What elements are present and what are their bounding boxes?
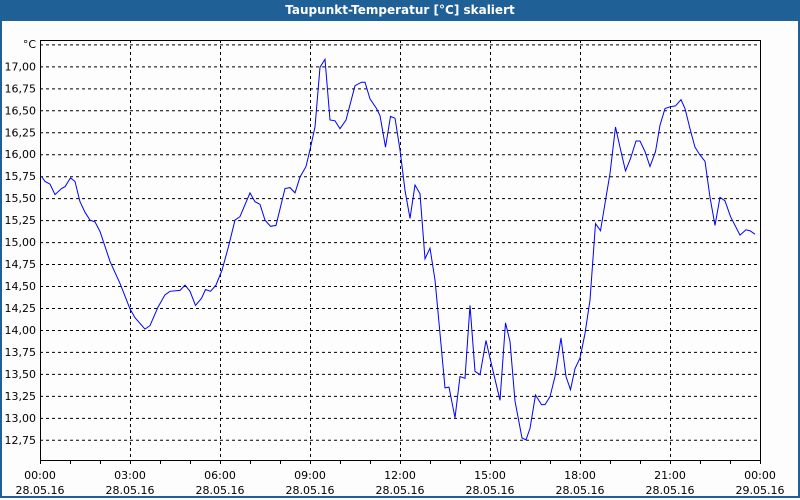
y-tick-label: 16,50 <box>5 104 37 117</box>
y-tick-label: 14,75 <box>5 258 37 271</box>
y-tick-label: 16,75 <box>5 82 37 95</box>
x-tick-date: 29.05.16 <box>736 484 785 497</box>
series-layer <box>41 57 756 441</box>
y-tick-labels: 12,75 13,00 13,25 13,50 13,75 14,00 14,25 14,50… <box>5 60 37 446</box>
y-tick-label: 14,25 <box>5 302 37 315</box>
series-line <box>41 57 756 441</box>
x-tick-time: 00:00 <box>744 469 776 482</box>
x-tick-labels: 00:00 28.05.16 03:00 28.05.16 06:00 28.05.16 0… <box>16 469 785 497</box>
axes <box>40 40 761 464</box>
x-tick-date: 28.05.16 <box>466 484 515 497</box>
x-tick-date: 28.05.16 <box>196 484 245 497</box>
y-tick-label: 13,50 <box>5 368 37 381</box>
y-tick-label: 14,50 <box>5 280 37 293</box>
y-tick-label: 16,25 <box>5 126 37 139</box>
y-tick-label: 15,75 <box>5 170 37 183</box>
x-tick-time: 12:00 <box>384 469 416 482</box>
x-tick-time: 03:00 <box>114 469 146 482</box>
y-axis-unit-label: °C <box>23 38 37 51</box>
y-tick-label: 15,50 <box>5 192 37 205</box>
y-tick-label: 15,25 <box>5 214 37 227</box>
grid <box>40 40 760 460</box>
x-tick-time: 21:00 <box>654 469 686 482</box>
x-tick-date: 28.05.16 <box>376 484 425 497</box>
x-tick-date: 28.05.16 <box>646 484 695 497</box>
y-tick-label: 14,00 <box>5 324 37 337</box>
x-tick-time: 18:00 <box>564 469 596 482</box>
y-tick-label: 13,75 <box>5 346 37 359</box>
y-tick-label: 16,00 <box>5 148 37 161</box>
x-tick-date: 28.05.16 <box>16 484 65 497</box>
x-tick-time: 09:00 <box>294 469 326 482</box>
y-tick-label: 12,75 <box>5 434 37 447</box>
y-tick-label: 13,25 <box>5 390 37 403</box>
x-tick-time: 15:00 <box>474 469 506 482</box>
y-tick-label: 17,00 <box>5 60 37 73</box>
y-tick-label: 13,00 <box>5 412 37 425</box>
x-tick-date: 28.05.16 <box>286 484 335 497</box>
y-tick-label: 15,00 <box>5 236 37 249</box>
x-tick-date: 28.05.16 <box>106 484 155 497</box>
window-title: Taupunkt-Temperatur [°C] skaliert <box>0 0 800 21</box>
x-tick-time: 00:00 <box>24 469 56 482</box>
x-tick-date: 28.05.16 <box>556 484 605 497</box>
x-tick-time: 06:00 <box>204 469 236 482</box>
